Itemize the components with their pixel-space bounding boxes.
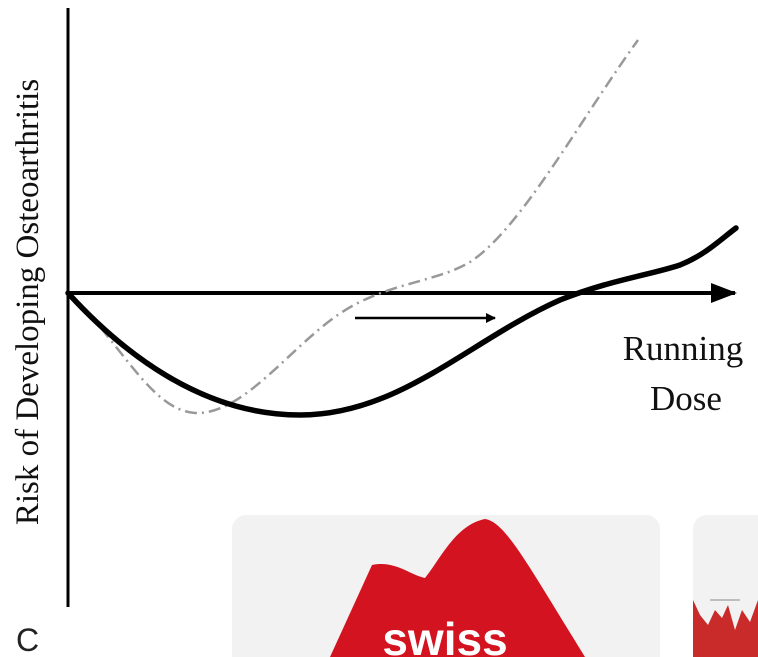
result-card[interactable]: [693, 515, 758, 657]
y-axis-label: Risk of Developing Osteoarthritis: [10, 79, 46, 525]
result-card[interactable]: swiss: [232, 515, 660, 657]
solid-curve: [65, 225, 739, 418]
logo-mountain: [330, 519, 585, 657]
x-axis-label: Dose: [650, 379, 722, 418]
figure: Risk of Developing Osteoarthritis Runnin…: [10, 8, 743, 607]
logo-text: swiss: [382, 613, 507, 657]
dashed-curve: [67, 39, 640, 415]
panel-letter: C: [16, 622, 39, 657]
thumbnail-graph: [693, 600, 758, 657]
x-axis-label: Running: [623, 329, 744, 368]
